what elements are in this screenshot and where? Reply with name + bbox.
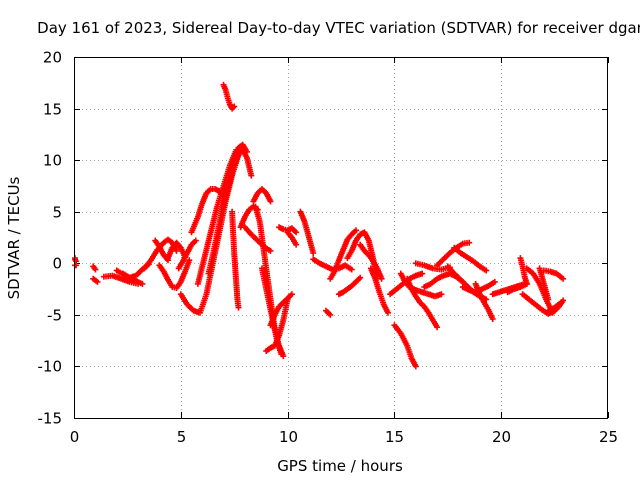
series-t24 (252, 203, 285, 358)
plot-frame (74, 57, 608, 419)
series-t32 (327, 227, 359, 282)
series-t33 (335, 274, 364, 298)
series-t29 (297, 208, 317, 256)
series-t12 (175, 237, 199, 272)
series-t19 (229, 208, 242, 311)
y-tick-label: -15 (38, 410, 63, 428)
y-tick-label: -10 (38, 358, 63, 376)
series-t49 (504, 280, 530, 296)
data-point (310, 250, 317, 256)
data-point (92, 266, 99, 273)
data-point (192, 237, 199, 244)
data-point (385, 309, 391, 316)
series-t47 (472, 280, 496, 322)
data-point (278, 351, 285, 358)
series-t54 (540, 267, 567, 282)
data-point (483, 267, 490, 274)
series-t45 (451, 244, 490, 274)
series-t22 (250, 186, 274, 205)
data-point (230, 104, 237, 111)
series-t51 (519, 291, 558, 317)
series-t27 (276, 224, 300, 236)
series-t28 (284, 229, 300, 248)
data-point (466, 239, 473, 246)
data-point (378, 275, 385, 282)
series-t40 (404, 275, 441, 331)
series-t03 (90, 263, 99, 273)
data-point (434, 324, 441, 331)
series-t18 (220, 81, 238, 112)
data-point (558, 299, 564, 306)
x-tick-label: 0 (70, 428, 80, 446)
series-t04 (90, 275, 101, 285)
data-point (139, 280, 146, 287)
series-t16 (205, 141, 250, 277)
data-point (267, 247, 274, 254)
series-t37 (387, 270, 426, 298)
y-tick-label: 20 (43, 49, 62, 67)
series-t53 (536, 265, 552, 303)
x-tick-label: 10 (279, 428, 298, 446)
data-point (545, 296, 552, 303)
data-point (173, 247, 180, 254)
data-point (267, 198, 274, 205)
data-point (288, 291, 295, 298)
series-t31 (323, 307, 334, 318)
series-t10 (156, 257, 193, 291)
series-t17 (218, 146, 255, 217)
x-tick-label: 25 (599, 428, 618, 446)
x-tick-label: 15 (385, 428, 404, 446)
data-point (438, 291, 445, 298)
data-point (186, 257, 193, 264)
grid (74, 57, 608, 418)
data-point (523, 280, 530, 287)
data-point (293, 241, 300, 248)
data-point (231, 103, 238, 110)
x-axis-label: GPS time / hours (277, 457, 403, 475)
y-tick-label: -5 (47, 307, 62, 325)
series-t14 (188, 186, 227, 236)
data-points (72, 81, 567, 370)
series-t21 (241, 224, 274, 254)
series-t43 (434, 239, 473, 269)
series-t36 (367, 265, 391, 316)
axis-ticks: 0 5 10 15 20 25 20 15 10 5 0 -5 -10 -15 (38, 49, 619, 447)
series-t39 (397, 270, 445, 300)
data-point (353, 227, 359, 234)
data-point (94, 278, 101, 285)
chart-title: Day 161 of 2023, Sidereal Day-to-day VTE… (37, 19, 640, 37)
y-axis-label: SDTVAR / TECUs (5, 176, 23, 299)
series-t26 (267, 291, 295, 329)
data-point (293, 229, 300, 236)
data-point (412, 363, 419, 370)
data-point (491, 278, 498, 285)
data-point (489, 316, 496, 322)
series-t38 (391, 322, 419, 370)
data-point (357, 274, 364, 281)
series-t46 (459, 278, 498, 296)
y-tick-label: 0 (52, 255, 62, 273)
y-tick-label: 5 (52, 204, 62, 222)
data-point (419, 270, 426, 277)
series-t15 (194, 146, 240, 287)
series-t35 (357, 241, 385, 282)
y-tick-label: 15 (43, 101, 62, 119)
data-point (560, 275, 567, 282)
x-tick-label: 5 (177, 428, 187, 446)
data-point (235, 304, 242, 311)
data-point (248, 172, 255, 179)
data-point (327, 311, 334, 318)
y-tick-label: 10 (43, 152, 62, 170)
series-t55 (545, 299, 564, 314)
data-point (348, 266, 355, 273)
x-tick-label: 20 (492, 428, 511, 446)
